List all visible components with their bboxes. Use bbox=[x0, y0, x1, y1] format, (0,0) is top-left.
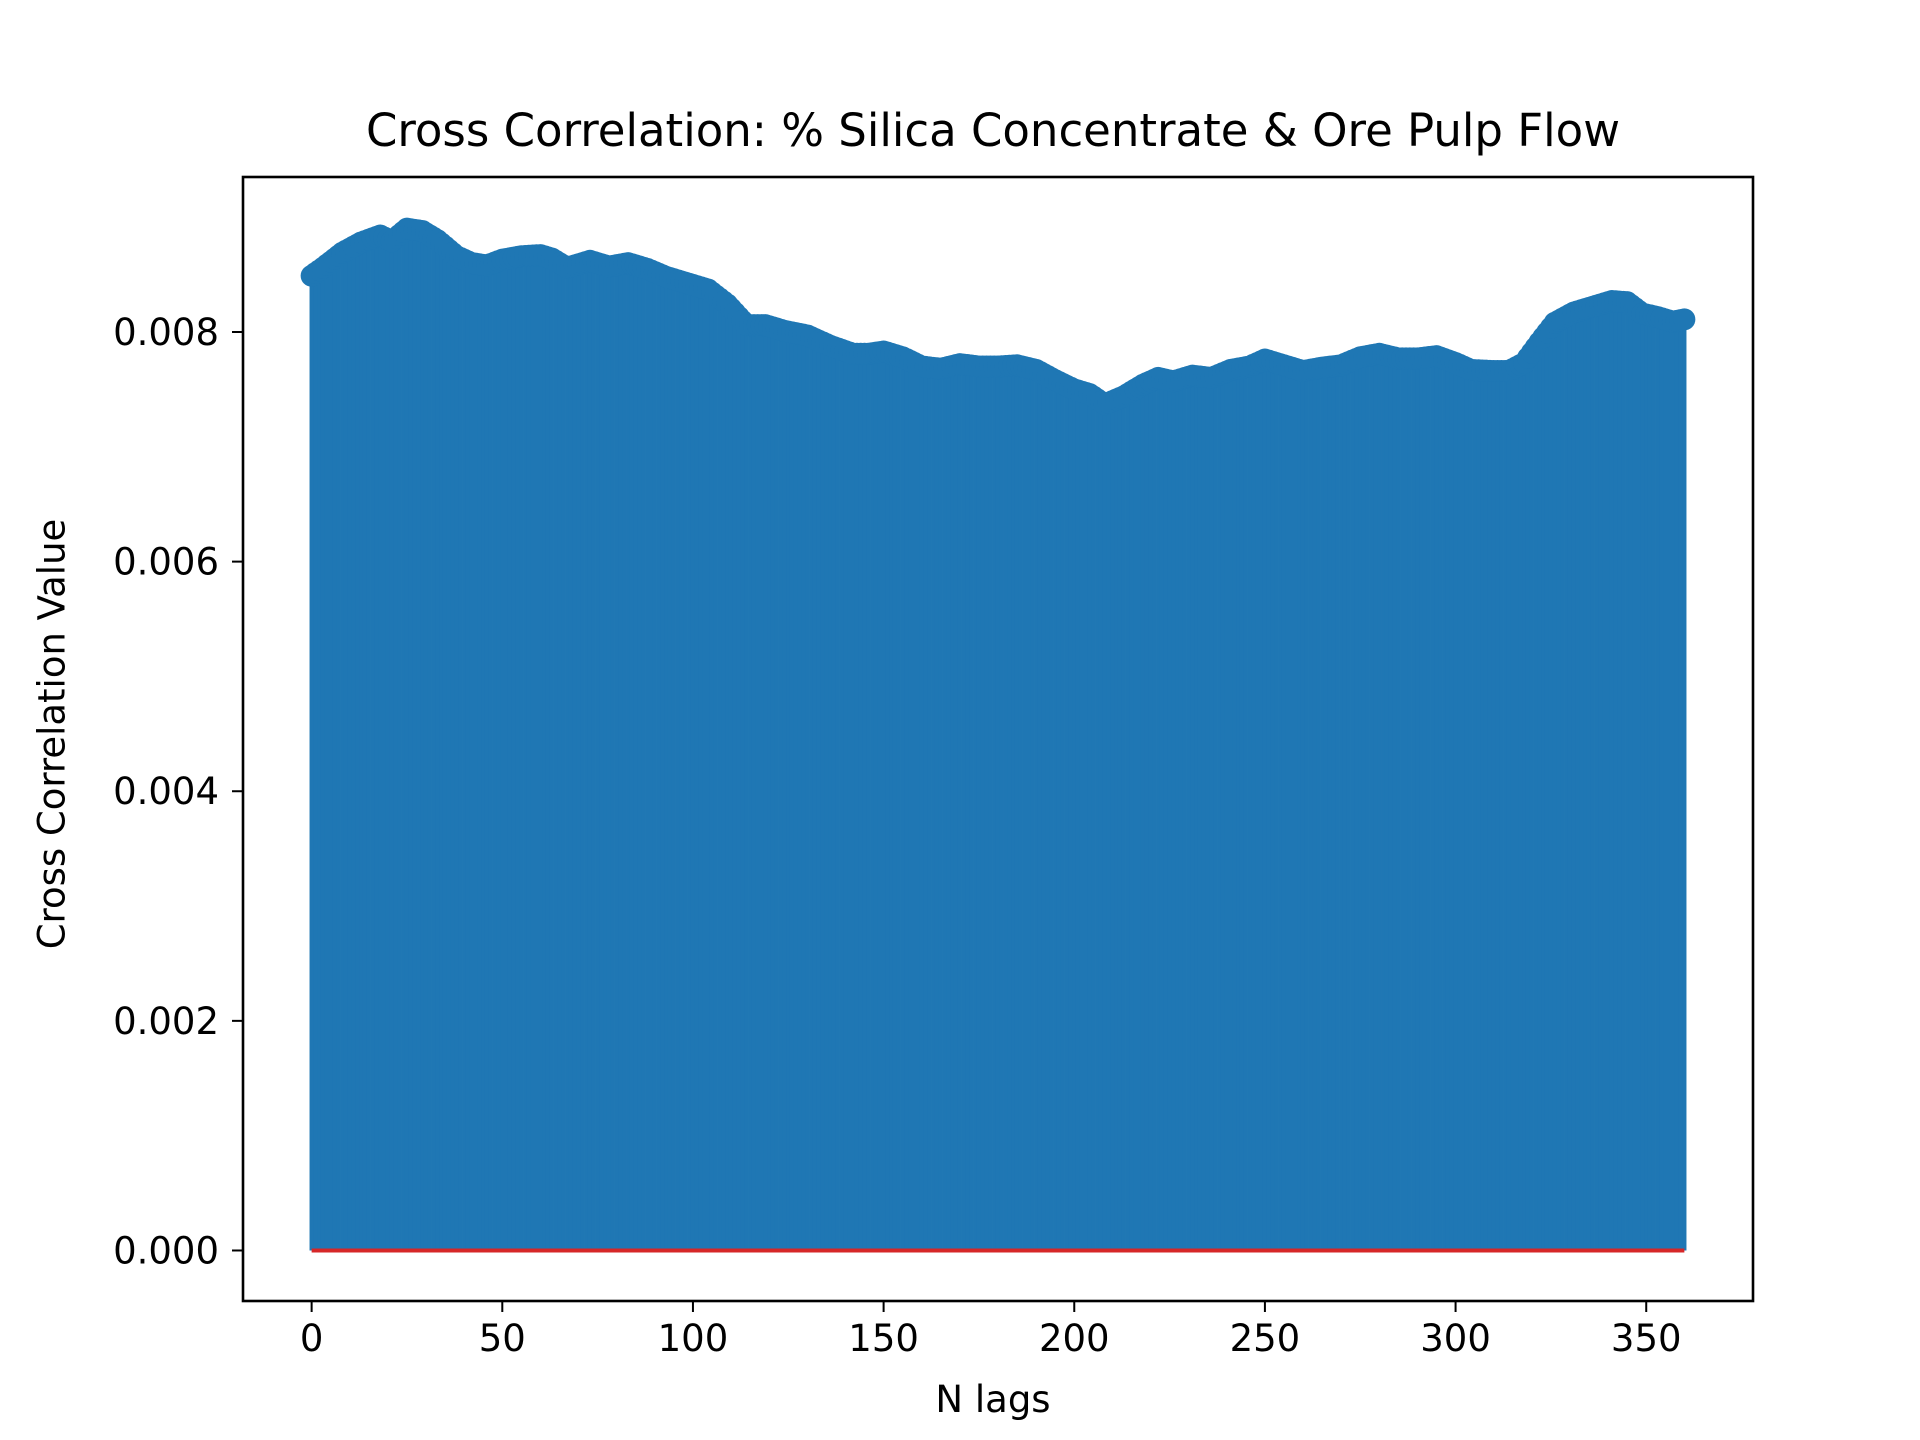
x-axis-label: N lags bbox=[935, 1378, 1051, 1421]
stem-lines bbox=[309, 228, 1687, 1251]
x-tick-label: 300 bbox=[1420, 1317, 1491, 1360]
y-tick-label: 0.004 bbox=[113, 770, 219, 813]
stem-markers bbox=[300, 217, 1696, 416]
x-tick-label: 100 bbox=[658, 1317, 729, 1360]
stem-marker bbox=[1673, 308, 1696, 331]
y-tick-label: 0.006 bbox=[113, 541, 219, 584]
y-tick-label: 0.000 bbox=[113, 1229, 219, 1272]
x-tick-label: 200 bbox=[1039, 1317, 1110, 1360]
y-tick-label: 0.008 bbox=[113, 311, 219, 354]
x-tick-label: 250 bbox=[1230, 1317, 1301, 1360]
y-tick-label: 0.002 bbox=[113, 1000, 219, 1043]
y-axis-ticks: 0.000 0.002 0.004 0.006 0.008 bbox=[113, 311, 243, 1272]
plot-frame bbox=[241, 175, 1755, 1303]
chart-title: Cross Correlation: % Silica Concentrate … bbox=[365, 104, 1621, 157]
x-tick-label: 350 bbox=[1611, 1317, 1682, 1360]
y-axis-label: Cross Correlation Value bbox=[30, 518, 74, 950]
x-tick-label: 150 bbox=[848, 1317, 919, 1360]
x-tick-label: 0 bbox=[300, 1317, 324, 1360]
x-axis-ticks: 0 50 100 150 200 250 300 350 bbox=[300, 1301, 1682, 1360]
x-tick-label: 50 bbox=[479, 1317, 526, 1360]
